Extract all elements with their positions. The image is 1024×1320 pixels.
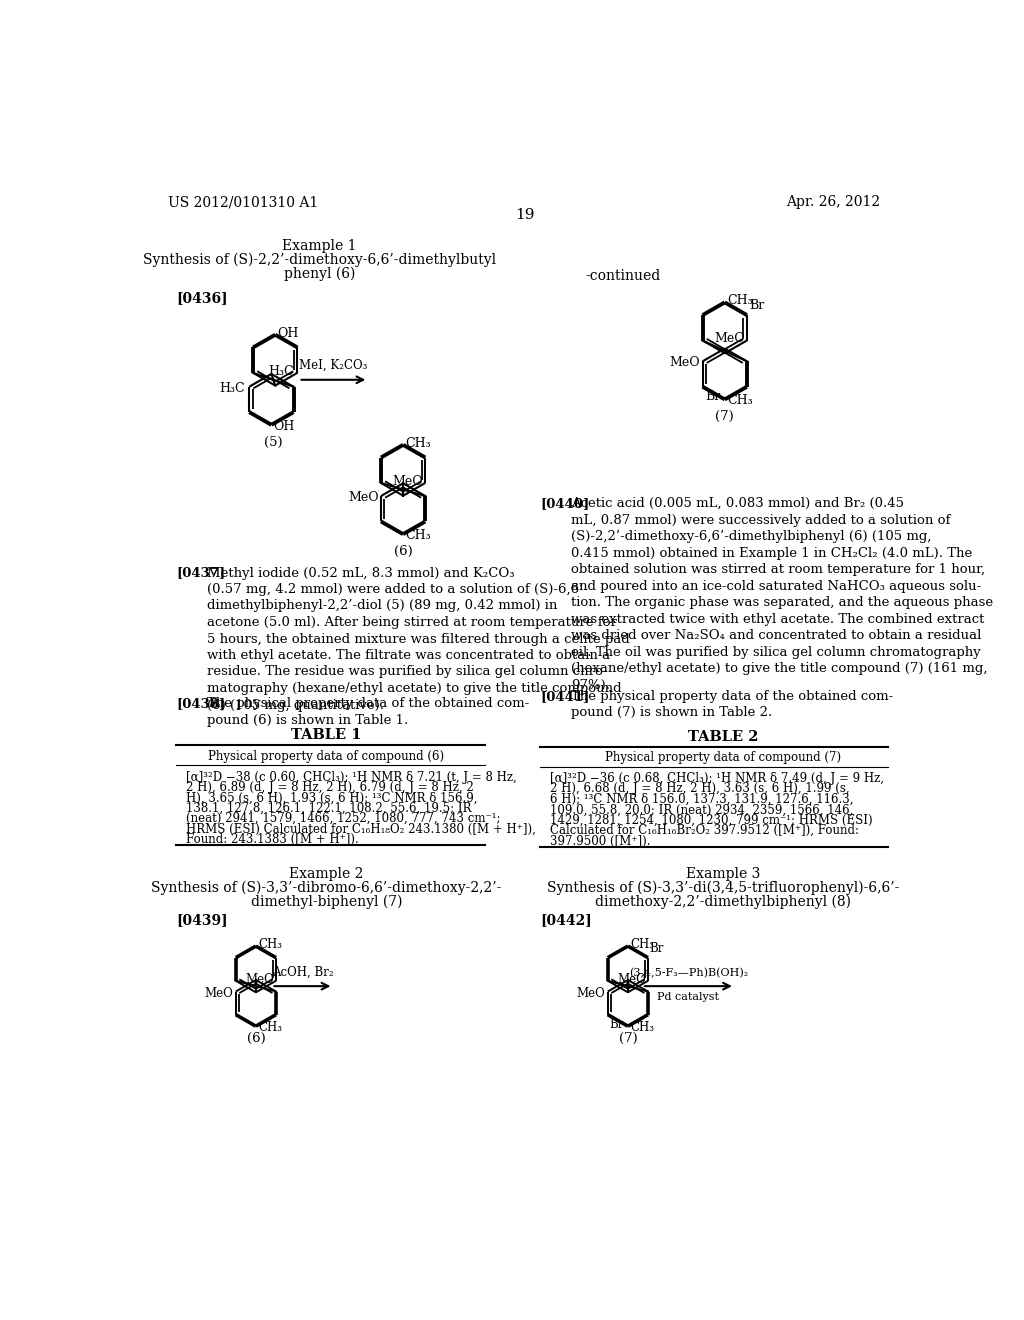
Text: CH₃: CH₃	[406, 437, 431, 450]
Text: [0441]: [0441]	[541, 689, 590, 702]
Text: CH₃: CH₃	[258, 1022, 283, 1035]
Text: -continued: -continued	[586, 268, 660, 282]
Text: Example 1: Example 1	[283, 239, 356, 253]
Text: The physical property data of the obtained com-
pound (7) is shown in Table 2.: The physical property data of the obtain…	[571, 689, 894, 719]
Text: Physical property data of compound (7): Physical property data of compound (7)	[605, 751, 842, 764]
Text: Methyl iodide (0.52 mL, 8.3 mmol) and K₂CO₃
(0.57 mg, 4.2 mmol) were added to a : Methyl iodide (0.52 mL, 8.3 mmol) and K₂…	[207, 566, 630, 711]
Text: [0436]: [0436]	[176, 290, 227, 305]
Text: CH₃: CH₃	[258, 939, 283, 952]
Text: OH: OH	[278, 326, 299, 339]
Text: OH: OH	[273, 420, 295, 433]
Text: MeO: MeO	[577, 986, 605, 999]
Text: (6): (6)	[247, 1032, 265, 1045]
Text: 2 H), 6.89 (d, J = 8 Hz, 2 H), 6.79 (d, J = 8 Hz, 2: 2 H), 6.89 (d, J = 8 Hz, 2 H), 6.79 (d, …	[186, 781, 474, 793]
Text: 397.9500 ([M⁺]).: 397.9500 ([M⁺]).	[550, 834, 651, 847]
Text: Calculated for C₁₆H₁₆Br₂O₂ 397.9512 ([M⁺]), Found:: Calculated for C₁₆H₁₆Br₂O₂ 397.9512 ([M⁺…	[550, 824, 859, 837]
Text: (neat) 2941, 1579, 1466, 1252, 1080, 777, 743 cm⁻¹;: (neat) 2941, 1579, 1466, 1252, 1080, 777…	[186, 812, 501, 825]
Text: MeO: MeO	[348, 491, 379, 504]
Text: CH₃: CH₃	[630, 939, 654, 952]
Text: Synthesis of (S)-2,2’-dimethoxy-6,6’-dimethylbutyl: Synthesis of (S)-2,2’-dimethoxy-6,6’-dim…	[143, 252, 496, 267]
Text: Br: Br	[750, 300, 765, 312]
Text: 2 H), 6.68 (d, J = 8 Hz, 2 H), 3.63 (s, 6 H), 1.99 (s,: 2 H), 6.68 (d, J = 8 Hz, 2 H), 3.63 (s, …	[550, 783, 850, 796]
Text: Pd catalyst: Pd catalyst	[657, 993, 719, 1002]
Text: MeO: MeO	[392, 475, 423, 488]
Text: dimethyl-biphenyl (7): dimethyl-biphenyl (7)	[251, 895, 402, 909]
Text: Example 2: Example 2	[289, 867, 364, 880]
Text: Acetic acid (0.005 mL, 0.083 mmol) and Br₂ (0.45
mL, 0.87 mmol) were successivel: Acetic acid (0.005 mL, 0.083 mmol) and B…	[571, 498, 993, 692]
Text: CH₃: CH₃	[630, 1022, 654, 1035]
Text: 109.0, 55.8, 20.0; IR (neat) 2934, 2359, 1566, 146,: 109.0, 55.8, 20.0; IR (neat) 2934, 2359,…	[550, 804, 854, 816]
Text: H₃C: H₃C	[220, 381, 246, 395]
Text: Found: 243.1383 ([M + H⁺]).: Found: 243.1383 ([M + H⁺]).	[186, 833, 358, 846]
Text: Synthesis of (S)-3,3’-dibromo-6,6’-dimethoxy-2,2’-: Synthesis of (S)-3,3’-dibromo-6,6’-dimet…	[152, 880, 502, 895]
Text: [0440]: [0440]	[541, 498, 590, 511]
Text: MeO: MeO	[714, 333, 744, 346]
Text: [0439]: [0439]	[176, 913, 227, 927]
Text: (5): (5)	[263, 436, 283, 449]
Text: CH₃: CH₃	[727, 294, 753, 308]
Text: The physical property data of the obtained com-
pound (6) is shown in Table 1.: The physical property data of the obtain…	[207, 697, 529, 727]
Text: [α]³²D −36 (c 0.68, CHCl₃); ¹H NMR δ 7.49 (d, J = 9 Hz,: [α]³²D −36 (c 0.68, CHCl₃); ¹H NMR δ 7.4…	[550, 772, 885, 785]
Text: [0442]: [0442]	[541, 913, 592, 927]
Text: Br: Br	[649, 941, 664, 954]
Text: US 2012/0101310 A1: US 2012/0101310 A1	[168, 195, 318, 210]
Text: dimethoxy-2,2’-dimethylbiphenyl (8): dimethoxy-2,2’-dimethylbiphenyl (8)	[595, 895, 851, 909]
Text: AcOH, Br₂: AcOH, Br₂	[271, 965, 333, 978]
Text: MeI, K₂CO₃: MeI, K₂CO₃	[299, 359, 368, 372]
Text: CH₃: CH₃	[406, 529, 431, 543]
Text: Example 3: Example 3	[686, 867, 761, 880]
Text: [0438]: [0438]	[176, 697, 225, 710]
Text: MeO: MeO	[616, 973, 646, 986]
Text: phenyl (6): phenyl (6)	[284, 267, 355, 281]
Text: (7): (7)	[716, 411, 734, 424]
Text: H), 3.65 (s, 6 H), 1.93 (s, 6 H); ¹³C NMR δ 156.9,: H), 3.65 (s, 6 H), 1.93 (s, 6 H); ¹³C NM…	[186, 792, 477, 804]
Text: 6 H); ¹³C NMR δ 156.0, 137.3, 131.9, 127.6, 116.3,: 6 H); ¹³C NMR δ 156.0, 137.3, 131.9, 127…	[550, 793, 854, 807]
Text: 138.1, 127.8, 126.1, 122.1, 108.2, 55.6, 19.5; IR: 138.1, 127.8, 126.1, 122.1, 108.2, 55.6,…	[186, 801, 472, 814]
Text: Br: Br	[609, 1018, 624, 1031]
Text: TABLE 2: TABLE 2	[688, 730, 759, 743]
Text: 1429, 1281, 1254, 1080, 1230, 799 cm⁻¹; HRMS (ESI): 1429, 1281, 1254, 1080, 1230, 799 cm⁻¹; …	[550, 813, 873, 826]
Text: 19: 19	[515, 209, 535, 223]
Text: CH₃: CH₃	[727, 395, 753, 408]
Text: (7): (7)	[618, 1032, 637, 1045]
Text: MeO: MeO	[205, 986, 233, 999]
Text: (6): (6)	[394, 545, 413, 558]
Text: Physical property data of compound (6): Physical property data of compound (6)	[208, 750, 444, 763]
Text: MeO: MeO	[670, 356, 700, 370]
Text: (3,4,5-F₃—Ph)B(OH)₂: (3,4,5-F₃—Ph)B(OH)₂	[629, 968, 748, 978]
Text: [0437]: [0437]	[176, 566, 225, 579]
Text: MeO: MeO	[245, 973, 273, 986]
Text: TABLE 1: TABLE 1	[291, 729, 361, 742]
Text: Apr. 26, 2012: Apr. 26, 2012	[785, 195, 880, 210]
Text: Br: Br	[705, 389, 720, 403]
Text: Synthesis of (S)-3,3’-di(3,4,5-trifluorophenyl)-6,6’-: Synthesis of (S)-3,3’-di(3,4,5-trifluoro…	[547, 880, 899, 895]
Text: HRMS (ESI) Calculated for C₁₆H₁₈O₂ 243.1380 ([M + H⁺]),: HRMS (ESI) Calculated for C₁₆H₁₈O₂ 243.1…	[186, 822, 536, 836]
Text: [α]³²D −38 (c 0.60, CHCl₃); ¹H NMR δ 7.21 (t, J = 8 Hz,: [α]³²D −38 (c 0.60, CHCl₃); ¹H NMR δ 7.2…	[186, 771, 517, 784]
Text: H₃C: H₃C	[268, 364, 294, 378]
